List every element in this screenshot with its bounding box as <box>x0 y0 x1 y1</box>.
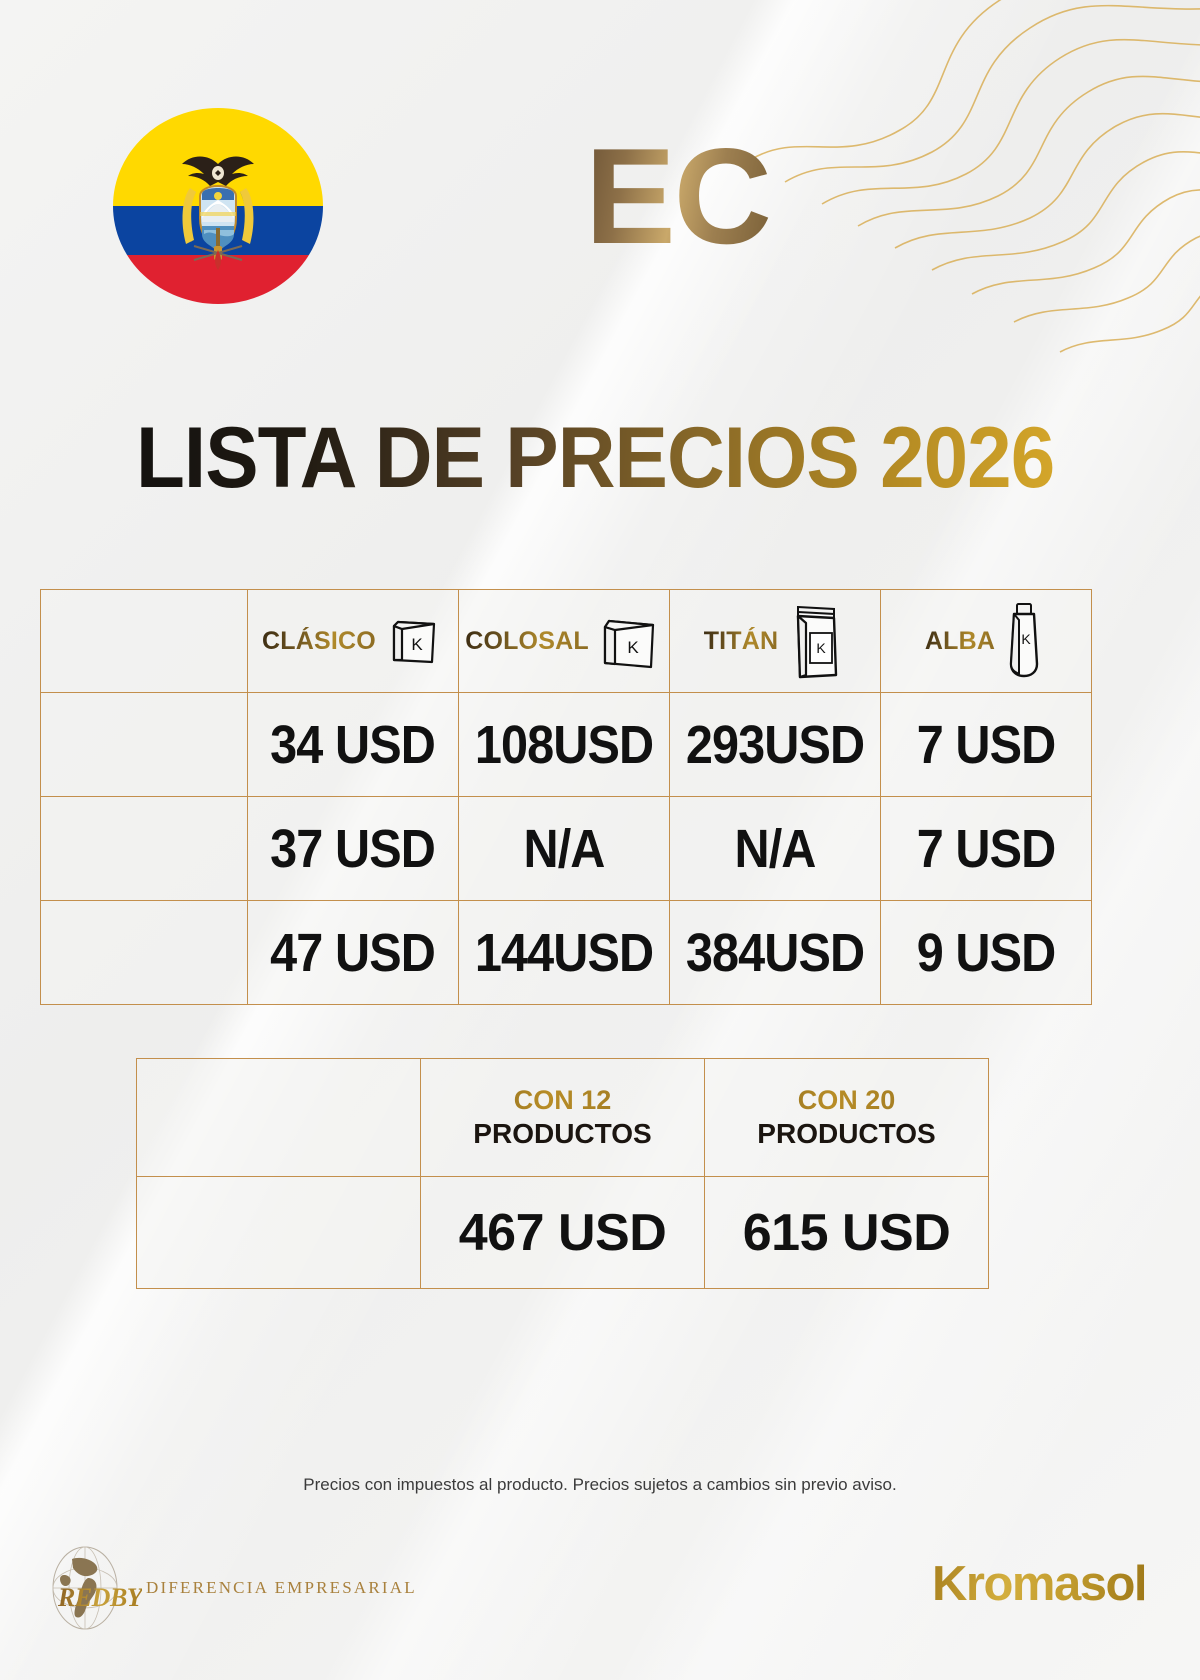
row-label-publico: PÚBLICO <box>40 900 248 1005</box>
column-header-clasico: CLÁSICO K <box>247 589 459 693</box>
pouch-bag-icon: K <box>797 605 838 679</box>
inscription-header-row: CON 12 PRODUCTOS CON 20 PRODUCTOS <box>136 1058 989 1177</box>
redby-tagline: DIFERENCIA EMPRESARIAL <box>146 1578 417 1597</box>
price-minorista-colosal: N/A <box>458 796 670 901</box>
tube-icon: K <box>1009 603 1039 678</box>
box-package-icon: K <box>392 620 436 664</box>
icon-letter: K <box>817 640 827 656</box>
row-label-inscripcion: INSCRIPCIÓN <box>136 1176 421 1289</box>
column-label: TITÁN <box>703 626 779 655</box>
disclaimer-text: Precios con impuestos al producto. Preci… <box>303 1475 897 1494</box>
column-header-titan: TITÁN K <box>669 589 881 693</box>
inscription-column-12: CON 12 PRODUCTOS <box>420 1058 705 1177</box>
redby-wordmark: REDBY <box>58 1583 143 1612</box>
table-row: MINORISTA 37 USD N/A N/A 7 USD <box>40 796 1092 901</box>
price-mayorista-alba: 7 USD <box>880 692 1092 797</box>
price-mayorista-titan: 293USD <box>669 692 881 797</box>
inscription-price-20: 615 USD <box>704 1176 989 1289</box>
table-row: INSCRIPCIÓN 467 USD 615 USD <box>136 1176 989 1289</box>
price-publico-alba: 9 USD <box>880 900 1092 1005</box>
redby-logo: REDBY DIFERENCIA EMPRESARIAL <box>42 1545 417 1631</box>
inscription-col-line1: CON 20 <box>705 1085 988 1117</box>
row-label-minorista: MINORISTA <box>40 796 248 901</box>
header-corner-cell <box>40 589 248 693</box>
price-minorista-titan: N/A <box>669 796 881 901</box>
icon-letter: K <box>1021 631 1031 647</box>
inscription-column-20: CON 20 PRODUCTOS <box>704 1058 989 1177</box>
kromasol-logo: Kromasol <box>931 1557 1148 1611</box>
price-table: CLÁSICO K COLOSAL K <box>40 589 1092 1005</box>
box-package-icon: K <box>603 619 654 669</box>
price-minorista-alba: 7 USD <box>880 796 1092 901</box>
column-label: CLÁSICO <box>262 626 376 655</box>
ecuador-coat-of-arms-icon <box>182 156 254 270</box>
column-label: COLOSAL <box>465 626 589 655</box>
inscription-col-line2: PRODUCTOS <box>473 1117 652 1149</box>
row-label-mayorista: MAYORISTA <box>40 692 248 797</box>
price-publico-clasico: 47 USD <box>247 900 459 1005</box>
column-header-colosal: COLOSAL K <box>458 589 670 693</box>
column-header-alba: ALBA K <box>880 589 1092 693</box>
inscription-col-line2: PRODUCTOS <box>757 1117 936 1149</box>
table-row: MAYORISTA 34 USD 108USD 293USD 7 USD <box>40 692 1092 797</box>
inscription-corner-cell <box>136 1058 421 1177</box>
inscription-col-line1: CON 12 <box>421 1085 704 1117</box>
price-minorista-clasico: 37 USD <box>247 796 459 901</box>
globe-icon: REDBY <box>42 1545 143 1631</box>
inscription-price-12: 467 USD <box>420 1176 705 1289</box>
price-mayorista-colosal: 108USD <box>458 692 670 797</box>
icon-letter: K <box>411 635 423 654</box>
price-table-header-row: CLÁSICO K COLOSAL K <box>40 589 1092 693</box>
price-mayorista-clasico: 34 USD <box>247 692 459 797</box>
page-title: LISTA DE PRECIOS 2026 <box>136 410 1055 506</box>
flag-circle <box>113 108 323 304</box>
ecuador-flag <box>113 108 323 304</box>
table-row: PÚBLICO 47 USD 144USD 384USD 9 USD <box>40 900 1092 1005</box>
column-label: ALBA <box>924 626 996 655</box>
price-publico-colosal: 144USD <box>458 900 670 1005</box>
inscription-table: CON 12 PRODUCTOS CON 20 PRODUCTOS INSCRI… <box>136 1058 989 1289</box>
country-code-title: EC <box>585 120 772 272</box>
icon-letter: K <box>627 638 639 657</box>
price-publico-titan: 384USD <box>669 900 881 1005</box>
